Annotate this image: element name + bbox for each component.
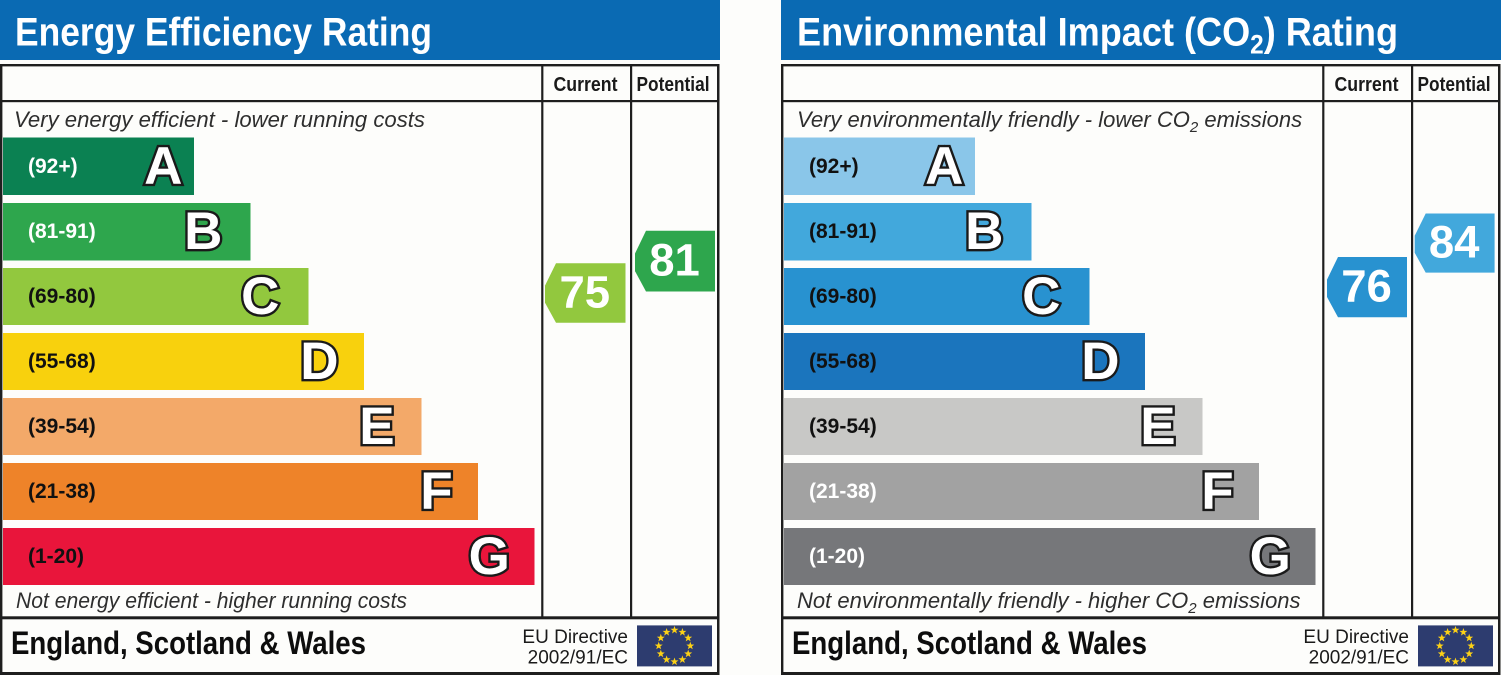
svg-text:81: 81 xyxy=(649,235,700,286)
svg-text:2002/91/EC: 2002/91/EC xyxy=(1309,648,1409,669)
svg-text:F: F xyxy=(1201,462,1233,521)
svg-text:C: C xyxy=(241,267,279,326)
svg-text:D: D xyxy=(1081,332,1119,391)
svg-text:(55-68): (55-68) xyxy=(28,350,96,373)
svg-text:(21-38): (21-38) xyxy=(809,480,877,503)
svg-text:C: C xyxy=(1022,267,1060,326)
svg-text:G: G xyxy=(1250,527,1291,586)
svg-text:A: A xyxy=(144,137,182,196)
svg-text:(55-68): (55-68) xyxy=(809,350,877,373)
svg-text:EU Directive: EU Directive xyxy=(522,627,628,648)
svg-text:Very energy efficient - lower: Very energy efficient - lower running co… xyxy=(14,107,425,132)
svg-text:Potential: Potential xyxy=(637,74,710,96)
svg-text:B: B xyxy=(965,202,1003,261)
svg-text:84: 84 xyxy=(1429,217,1480,268)
svg-text:Current: Current xyxy=(554,74,618,96)
svg-text:B: B xyxy=(184,202,222,261)
svg-text:Current: Current xyxy=(1335,74,1399,96)
svg-text:(81-91): (81-91) xyxy=(809,220,877,243)
svg-text:(21-38): (21-38) xyxy=(28,480,96,503)
svg-text:(92+): (92+) xyxy=(28,155,78,178)
svg-text:(1-20): (1-20) xyxy=(809,545,865,568)
svg-text:(69-80): (69-80) xyxy=(809,285,877,308)
svg-text:75: 75 xyxy=(559,267,610,318)
svg-text:(69-80): (69-80) xyxy=(28,285,96,308)
svg-text:Very environmentally friendly: Very environmentally friendly - lower CO… xyxy=(797,107,1302,136)
svg-text:A: A xyxy=(925,137,963,196)
svg-text:2002/91/EC: 2002/91/EC xyxy=(528,648,628,669)
svg-text:F: F xyxy=(420,462,452,521)
svg-text:Energy Efficiency Rating: Energy Efficiency Rating xyxy=(15,11,432,55)
svg-text:(39-54): (39-54) xyxy=(809,415,877,438)
svg-text:Environmental Impact (CO2) Rat: Environmental Impact (CO2) Rating xyxy=(797,11,1398,60)
svg-text:E: E xyxy=(359,397,394,456)
svg-text:(92+): (92+) xyxy=(809,155,859,178)
svg-text:D: D xyxy=(300,332,338,391)
svg-text:76: 76 xyxy=(1341,261,1392,312)
svg-text:(39-54): (39-54) xyxy=(28,415,96,438)
svg-text:Not environmentally friendly -: Not environmentally friendly - higher CO… xyxy=(797,588,1301,617)
svg-text:Not energy efficient - higher: Not energy efficient - higher running co… xyxy=(16,588,407,613)
svg-text:England, Scotland & Wales: England, Scotland & Wales xyxy=(792,625,1147,661)
svg-text:EU Directive: EU Directive xyxy=(1303,627,1409,648)
svg-text:G: G xyxy=(469,527,510,586)
svg-text:E: E xyxy=(1140,397,1175,456)
svg-text:England, Scotland & Wales: England, Scotland & Wales xyxy=(11,625,366,661)
svg-text:(1-20): (1-20) xyxy=(28,545,84,568)
svg-text:Potential: Potential xyxy=(1418,74,1491,96)
svg-text:(81-91): (81-91) xyxy=(28,220,96,243)
